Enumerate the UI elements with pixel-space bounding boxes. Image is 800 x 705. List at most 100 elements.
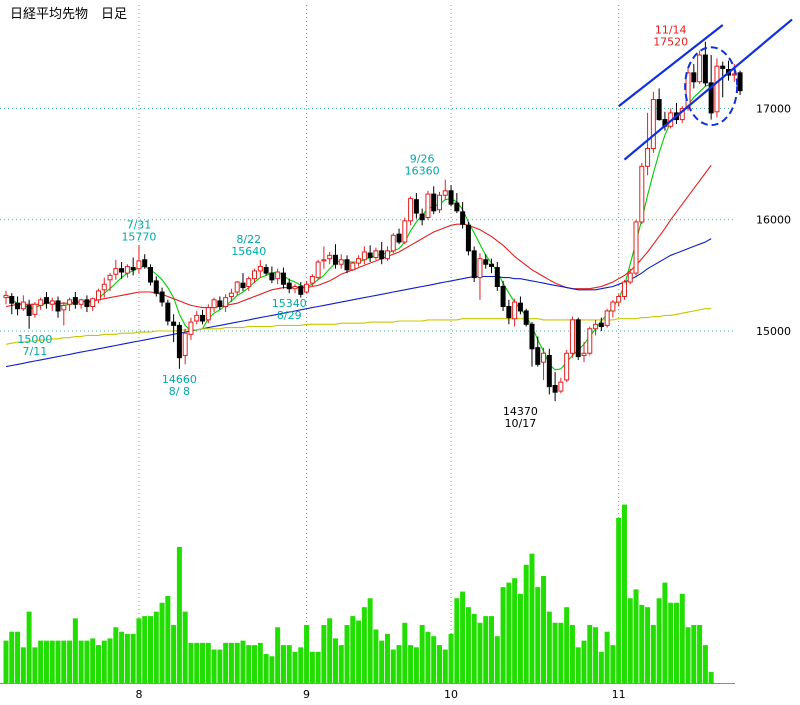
candle-body bbox=[234, 281, 240, 293]
candle bbox=[280, 267, 286, 289]
candle bbox=[425, 190, 431, 220]
candle bbox=[327, 251, 333, 265]
candle-body bbox=[460, 211, 466, 225]
volume-bar bbox=[20, 647, 26, 683]
annotation-date: 10/17 bbox=[505, 417, 537, 430]
volume-bar bbox=[494, 636, 500, 683]
candle bbox=[344, 255, 350, 274]
candle bbox=[512, 298, 518, 327]
candle bbox=[194, 310, 200, 325]
candle bbox=[246, 276, 252, 291]
volume-bar bbox=[697, 625, 703, 683]
candle-body bbox=[691, 72, 697, 83]
candle bbox=[263, 264, 269, 276]
candle-body bbox=[610, 301, 616, 312]
annotation-value: 17520 bbox=[653, 36, 688, 49]
candle bbox=[84, 295, 90, 313]
volume-bar bbox=[465, 607, 471, 683]
candle-body bbox=[182, 332, 188, 356]
volume-bar bbox=[49, 640, 55, 683]
candle-body bbox=[298, 285, 304, 295]
annotation-date: 9/26 bbox=[410, 153, 435, 166]
candle-body bbox=[593, 323, 599, 330]
candle-body bbox=[211, 299, 217, 309]
annotation-date: 8/ 8 bbox=[169, 385, 190, 398]
candle-body bbox=[269, 272, 275, 281]
candle-body bbox=[43, 297, 49, 304]
candle bbox=[38, 297, 44, 310]
volume-bar bbox=[483, 616, 489, 683]
candle-body bbox=[390, 234, 396, 252]
volume-bar bbox=[356, 620, 362, 683]
candle-body bbox=[327, 254, 333, 260]
candle-body bbox=[373, 250, 379, 259]
candle-body bbox=[32, 303, 38, 315]
candle bbox=[269, 266, 275, 284]
volume-bar bbox=[84, 640, 90, 683]
candle-body bbox=[517, 302, 523, 312]
volume-bar bbox=[211, 649, 217, 683]
candle bbox=[379, 241, 385, 265]
volume-bar bbox=[702, 645, 708, 683]
candle bbox=[124, 264, 130, 278]
candle-body bbox=[720, 65, 726, 69]
volume-bar bbox=[616, 517, 622, 683]
moving-average-line bbox=[5, 164, 712, 309]
candle bbox=[529, 322, 535, 367]
candle bbox=[494, 262, 500, 291]
candle bbox=[610, 299, 616, 318]
volume-bar bbox=[15, 631, 21, 683]
volume-bar bbox=[182, 611, 188, 683]
candle-body bbox=[3, 294, 9, 299]
volume-bar bbox=[350, 616, 356, 683]
volume-bar bbox=[292, 651, 298, 683]
candle-body bbox=[153, 280, 159, 294]
candle bbox=[217, 296, 223, 310]
candle bbox=[55, 296, 61, 318]
highlight-ellipse bbox=[684, 46, 739, 127]
volume-bar bbox=[107, 638, 113, 683]
candle bbox=[384, 246, 390, 261]
candle bbox=[714, 58, 720, 118]
volume-bar bbox=[593, 627, 599, 683]
candle-body bbox=[471, 250, 477, 279]
volume-bar bbox=[448, 633, 454, 683]
candle bbox=[95, 288, 101, 304]
annotation-value: 15000 bbox=[17, 333, 52, 346]
volume-bar bbox=[679, 593, 685, 683]
volume-bar bbox=[338, 645, 344, 683]
volume-bar bbox=[142, 616, 148, 683]
candle bbox=[650, 91, 656, 153]
candle bbox=[107, 273, 113, 291]
candle bbox=[604, 308, 610, 328]
volume-bar bbox=[205, 642, 211, 683]
candle-body bbox=[61, 304, 67, 311]
volume-bar bbox=[581, 640, 587, 683]
volume-bar bbox=[223, 642, 229, 683]
candle bbox=[552, 372, 558, 402]
candle-body bbox=[454, 202, 460, 212]
volume-bar bbox=[165, 596, 171, 683]
candle-body bbox=[621, 281, 627, 297]
candle-body bbox=[616, 295, 622, 303]
candle bbox=[465, 221, 471, 256]
candle-body bbox=[332, 254, 338, 265]
candle bbox=[20, 295, 26, 311]
candle bbox=[581, 342, 587, 363]
candle bbox=[171, 314, 177, 343]
volume-bar bbox=[101, 640, 107, 683]
candle bbox=[67, 297, 73, 311]
candle bbox=[130, 257, 136, 276]
volume-bar bbox=[95, 645, 101, 683]
candle bbox=[431, 186, 437, 215]
candle bbox=[437, 191, 442, 214]
volume-bar bbox=[408, 645, 414, 683]
candle-body bbox=[587, 328, 593, 354]
candle-body bbox=[113, 268, 119, 275]
candle bbox=[633, 219, 639, 276]
candle-body bbox=[697, 54, 703, 83]
annotation-date: 7/11 bbox=[23, 345, 48, 358]
